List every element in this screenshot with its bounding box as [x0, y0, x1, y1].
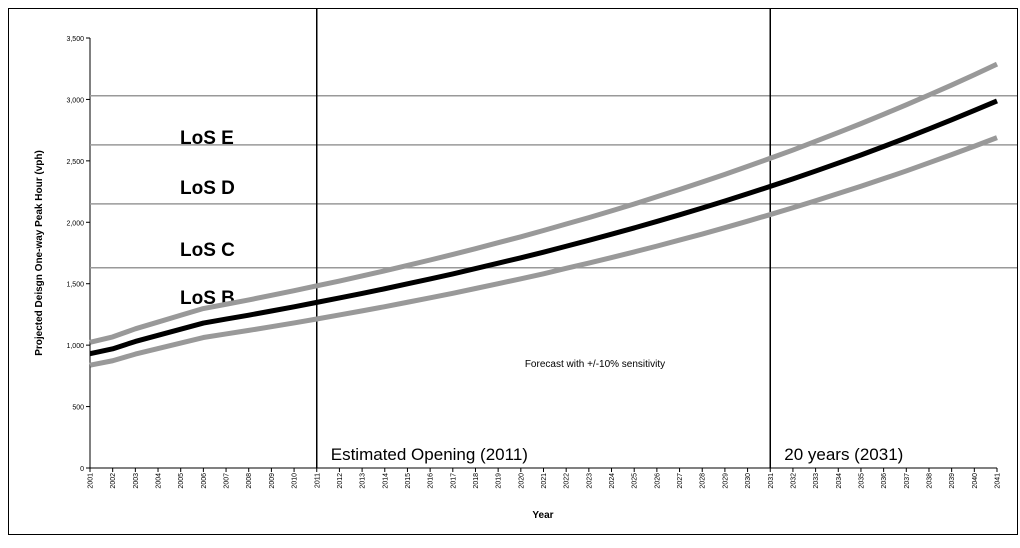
y-tick-label: 3,000 — [66, 97, 84, 104]
x-tick-label: 2013 — [360, 473, 367, 489]
x-tick-label: 2008 — [246, 473, 253, 489]
y-tick-label: 2,000 — [66, 220, 84, 227]
x-tick-label: 2022 — [564, 473, 571, 489]
x-tick-label: 2030 — [745, 473, 752, 489]
y-tick-label: 3,500 — [66, 36, 84, 43]
series-line — [89, 98, 998, 357]
x-tick-label: 2014 — [382, 473, 389, 489]
x-tick-label: 2001 — [88, 473, 95, 489]
x-tick-label: 2016 — [428, 473, 435, 489]
x-tick-label: 2034 — [836, 473, 843, 489]
x-tick-label: 2011 — [314, 473, 321, 488]
x-tick-label: 2029 — [722, 473, 729, 489]
event-label: 20 years (2031) — [784, 445, 903, 464]
x-tick-label: 2015 — [405, 473, 412, 489]
x-tick-label: 2003 — [133, 473, 140, 489]
y-tick-label: 1,000 — [66, 343, 84, 350]
x-tick-label: 2026 — [654, 473, 661, 489]
x-tick-label: 2012 — [337, 473, 344, 489]
x-tick-label: 2037 — [904, 473, 911, 489]
y-tick-label: 1,500 — [66, 282, 84, 289]
x-tick-label: 2032 — [790, 473, 797, 489]
x-tick-label: 2040 — [972, 473, 979, 489]
x-tick-label: 2024 — [609, 473, 616, 489]
x-tick-label: 2021 — [541, 473, 548, 489]
x-tick-label: 2007 — [224, 473, 231, 489]
level-label: LoS C — [180, 240, 235, 261]
y-tick-label: 2,500 — [66, 159, 84, 166]
x-tick-label: 2041 — [995, 473, 1002, 489]
x-tick-label: 2002 — [110, 473, 117, 489]
x-tick-label: 2019 — [496, 473, 503, 489]
x-tick-label: 2005 — [178, 473, 185, 489]
series-line — [89, 135, 998, 368]
x-tick-label: 2018 — [473, 473, 480, 489]
event-label: Estimated Opening (2011) — [331, 445, 528, 464]
x-tick-label: 2020 — [518, 473, 525, 489]
x-tick-label: 2017 — [450, 473, 457, 489]
x-tick-label: 2036 — [881, 473, 888, 489]
y-tick-label: 0 — [80, 466, 84, 473]
x-tick-label: 2033 — [813, 473, 820, 489]
y-axis-label: Projected Deisgn One-way Peak Hour (vph) — [34, 150, 45, 356]
x-tick-label: 2027 — [677, 473, 684, 489]
x-tick-label: 2023 — [586, 473, 593, 489]
x-axis-label: Year — [532, 510, 553, 521]
x-tick-label: 2031 — [768, 473, 775, 489]
x-tick-label: 2028 — [700, 473, 707, 489]
x-tick-label: 2004 — [156, 473, 163, 489]
x-tick-label: 2009 — [269, 473, 276, 489]
annotation: Forecast with +/-10% sensitivity — [525, 359, 665, 370]
x-tick-label: 2039 — [949, 473, 956, 489]
x-tick-label: 2038 — [926, 473, 933, 489]
x-tick-label: 2006 — [201, 473, 208, 489]
x-tick-label: 2035 — [858, 473, 865, 489]
level-label: LoS E — [180, 128, 234, 149]
y-tick-label: 500 — [72, 405, 84, 412]
level-label: LoS D — [180, 178, 235, 199]
chart-frame — [8, 8, 1018, 535]
x-tick-label: 2010 — [292, 473, 299, 489]
series-line — [89, 61, 999, 345]
x-tick-label: 2025 — [632, 473, 639, 489]
